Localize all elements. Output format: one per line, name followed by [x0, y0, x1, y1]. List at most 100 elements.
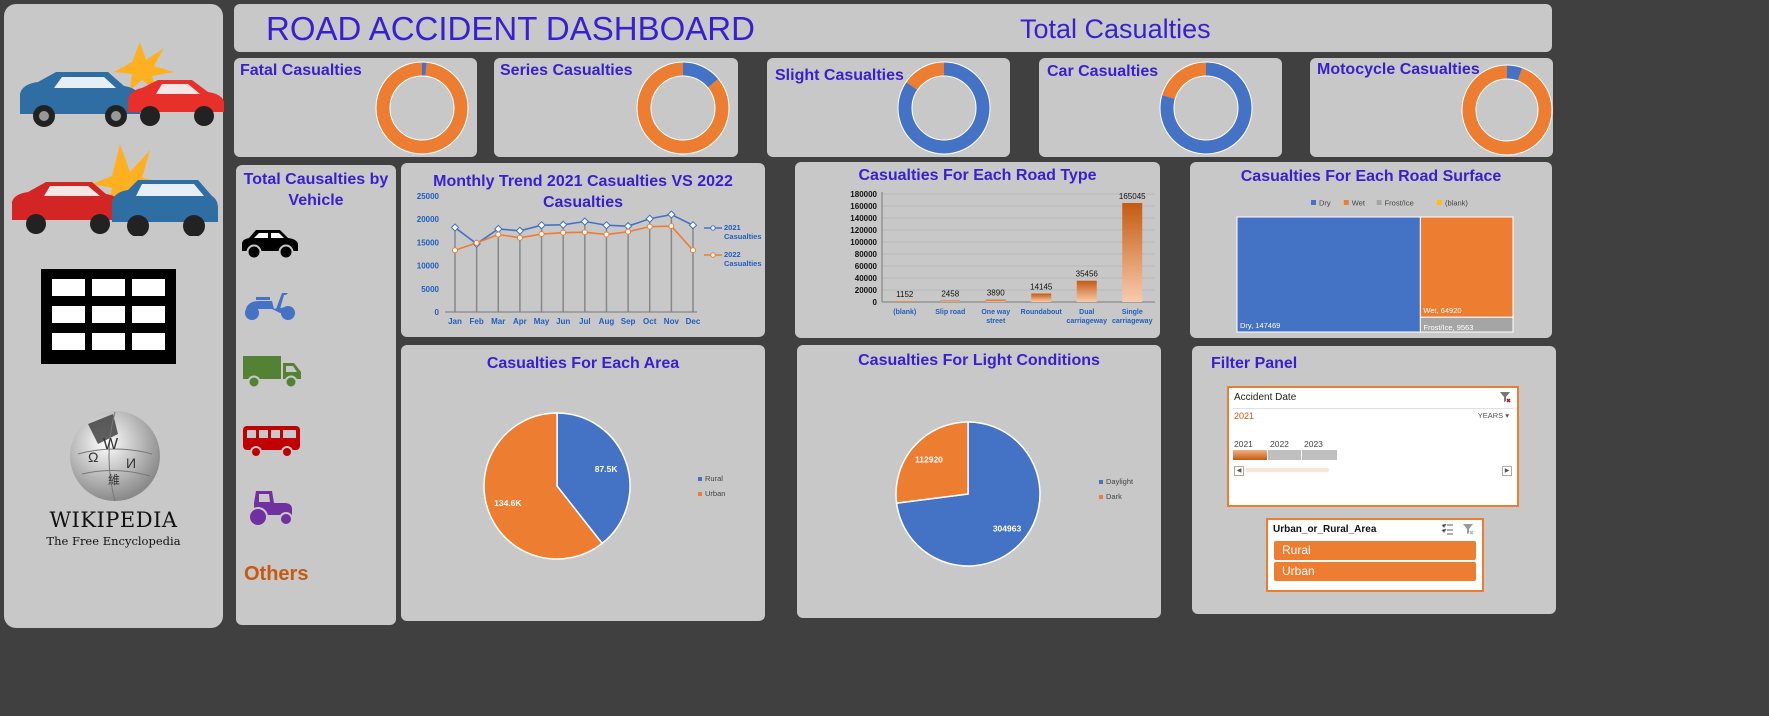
donut-outline [1159, 61, 1253, 155]
treemap-tile [1236, 216, 1421, 333]
x-tick-label: Slip road [935, 309, 965, 316]
chart-title: Casualties For Each Road Type [858, 167, 1097, 184]
y-tick-label: 120000 [850, 226, 877, 235]
kpi-donut [1461, 64, 1553, 156]
data-point [645, 214, 654, 223]
data-point [625, 228, 632, 235]
light-pie-chart: 304963 112920 Daylight Dark [895, 421, 1134, 567]
y-tick-label: 20000 [417, 215, 440, 224]
data-point [688, 220, 698, 230]
accident-date-slicer[interactable]: Accident Date 2021 YEARS ▾ 2021 2022 202… [1227, 386, 1519, 507]
y-tick-label: 10000 [417, 262, 440, 271]
x-tick-label: Jun [556, 317, 570, 326]
slicer-item-rural[interactable]: Rural [1274, 541, 1476, 560]
data-label: 3890 [987, 289, 1005, 298]
kpi-title: Motocycle Casualties [1317, 61, 1480, 78]
data-point [516, 234, 523, 241]
legend-label: Casualties [724, 232, 762, 241]
data-point [580, 217, 590, 226]
data-point [538, 231, 545, 238]
data-point [495, 231, 502, 238]
svg-text:維: 維 [108, 473, 120, 487]
y-tick-label: 140000 [850, 214, 877, 223]
table-icon [41, 269, 176, 364]
x-tick-label: (blank) [893, 309, 916, 316]
donut-rest-segment [1161, 62, 1207, 100]
donut-outline [389, 75, 455, 141]
page-title: ROAD ACCIDENT DASHBOARD [266, 10, 755, 47]
car-collision-icon [12, 144, 218, 236]
slice-label: 134.6K [494, 498, 522, 508]
data-point [603, 231, 610, 238]
x-tick-label: Apr [513, 317, 527, 326]
vehicle-panel: Total Causalties by Vehicle Others [236, 165, 396, 625]
legend-label: Rural [705, 474, 723, 483]
kpi-car: Car Casualties [1039, 58, 1282, 157]
chart-title: Casualties For Light Conditions [858, 352, 1100, 369]
timeline-scrollbar[interactable] [1245, 468, 1329, 472]
x-tick-label: Feb [470, 317, 484, 326]
donut-share-segment [1160, 62, 1252, 154]
area-pie-chart: 87.5K 134.6K Rural Urban [483, 412, 725, 560]
legend-marker [710, 225, 716, 231]
kpi-donut [1159, 61, 1253, 155]
x-tick-label: Sep [621, 317, 636, 326]
filter-panel-title: Filter Panel [1211, 355, 1298, 372]
chart-title-line1: Monthly Trend 2021 Casualties VS 2022 [433, 173, 733, 190]
slice-label: 112920 [915, 455, 943, 465]
scroll-right-button[interactable]: ▶ [1502, 466, 1512, 476]
y-tick-label: 20000 [855, 286, 878, 295]
y-tick-label: 40000 [855, 274, 878, 283]
data-point [581, 229, 588, 236]
bar [940, 300, 961, 302]
donut-outline [1475, 78, 1539, 142]
timeline-bar[interactable] [1302, 450, 1337, 460]
x-tick-label: Single [1122, 309, 1143, 316]
data-label: 165045 [1119, 192, 1146, 201]
y-tick-label: 5000 [421, 285, 439, 294]
data-point [690, 247, 696, 254]
data-point [560, 229, 567, 236]
clear-filter-icon[interactable] [1499, 391, 1511, 403]
svg-text:И: И [126, 455, 136, 471]
timeline-bar-selected[interactable] [1233, 450, 1267, 460]
legend-swatch [698, 477, 702, 481]
timeline-year-label: 2021 [1234, 439, 1253, 449]
light-panel: Casualties For Light Conditions 304963 11… [797, 345, 1161, 618]
bar [985, 299, 1006, 302]
time-level-dropdown[interactable]: YEARS ▾ [1478, 411, 1509, 420]
tile-label: Wet, 64920 [1423, 306, 1461, 315]
legend-label: Frost/Ice [1385, 199, 1414, 208]
kpi-fatal: Fatal Casualties [234, 58, 477, 157]
donut-rest-segment [637, 62, 729, 154]
slicer-item-urban[interactable]: Urban [1274, 562, 1476, 581]
wikipedia-tagline: The Free Encyclopedia [46, 534, 181, 548]
donut-outline [1461, 64, 1553, 156]
legend-swatch [1437, 200, 1442, 205]
chevron-down-icon: ▾ [1505, 411, 1509, 420]
legend-label: (blank) [1445, 199, 1468, 208]
kpi-title: Slight Casualties [775, 67, 904, 84]
tile-label: Frost/Ice, 9563 [1423, 323, 1473, 332]
timeline-bar[interactable] [1268, 450, 1301, 460]
data-point [602, 220, 611, 230]
header-bar: ROAD ACCIDENT DASHBOARD Total Casualties [234, 4, 1552, 52]
legend-label: Urban [705, 489, 725, 498]
urban-rural-slicer[interactable]: Urban_or_Rural_Area Rural Urban [1266, 518, 1484, 592]
series-line [454, 225, 694, 252]
multi-select-icon[interactable] [1441, 523, 1454, 535]
timeline-year-label: 2023 [1304, 439, 1323, 449]
y-tick-label: 15000 [417, 238, 440, 247]
treemap-tile [1419, 216, 1514, 318]
chart-title: Casualties For Each Area [486, 355, 680, 372]
legend-label: 2022 [724, 250, 741, 259]
selected-period: 2021 [1234, 411, 1255, 421]
data-point [537, 220, 546, 230]
clear-filter-icon[interactable] [1462, 523, 1474, 535]
sidebar: W Ω И 維 WIKIPEDIA The Free Encyclopedia [4, 4, 224, 628]
kpi-title: Car Casualties [1047, 63, 1159, 80]
x-tick-label: Mar [491, 317, 505, 326]
scroll-left-button[interactable]: ◀ [1234, 466, 1244, 476]
data-point [668, 223, 675, 230]
slice-label: 304963 [993, 523, 1022, 533]
